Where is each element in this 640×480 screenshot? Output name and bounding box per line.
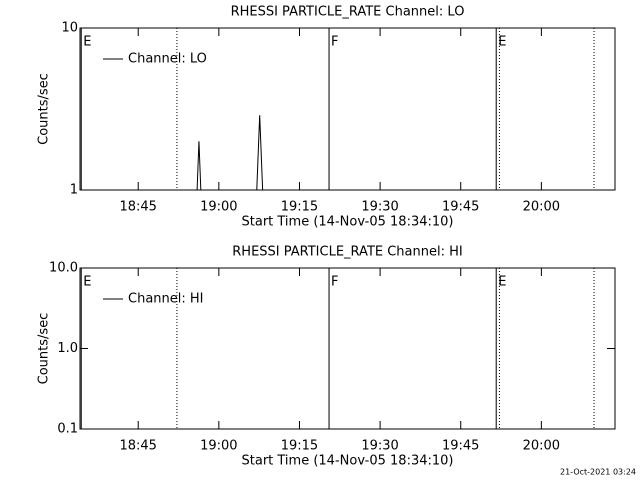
y-tick-label: 10.0 bbox=[49, 261, 78, 276]
event-label: E bbox=[83, 35, 91, 50]
x-tick-label: 18:45 bbox=[119, 439, 156, 454]
chart-title: RHESSI PARTICLE_RATE Channel: HI bbox=[232, 245, 462, 260]
event-label: E bbox=[83, 275, 91, 290]
y-tick-label: 1.0 bbox=[57, 341, 78, 356]
x-tick-label: 19:15 bbox=[281, 200, 318, 215]
x-axis-label: Start Time (14-Nov-05 18:34:10) bbox=[242, 215, 454, 230]
x-tick-label: 19:45 bbox=[442, 439, 479, 454]
x-axis-label: Start Time (14-Nov-05 18:34:10) bbox=[242, 454, 454, 469]
plot-frame bbox=[79, 27, 616, 191]
x-tick-label: 19:30 bbox=[361, 200, 398, 215]
legend-label: Channel: LO bbox=[128, 52, 207, 67]
y-axis-label: Counts/sec bbox=[37, 73, 52, 145]
x-tick-label: 20:00 bbox=[523, 439, 560, 454]
x-tick-label: 19:00 bbox=[200, 200, 237, 215]
event-label: E bbox=[498, 275, 506, 290]
event-label: E bbox=[498, 35, 506, 50]
y-tick-label: 10 bbox=[61, 21, 78, 36]
y-tick-label: 0.1 bbox=[57, 422, 78, 437]
event-label: F bbox=[331, 35, 338, 50]
legend-label: Channel: HI bbox=[128, 292, 204, 307]
x-tick-label: 19:30 bbox=[361, 439, 398, 454]
chart-title: RHESSI PARTICLE_RATE Channel: LO bbox=[231, 5, 465, 20]
x-tick-label: 19:00 bbox=[200, 439, 237, 454]
x-tick-label: 19:45 bbox=[442, 200, 479, 215]
y-tick-label: 1 bbox=[70, 183, 78, 198]
event-label: F bbox=[331, 275, 338, 290]
x-tick-label: 20:00 bbox=[523, 200, 560, 215]
y-axis-label: Counts/sec bbox=[37, 313, 52, 385]
x-tick-label: 19:15 bbox=[281, 439, 318, 454]
data-line bbox=[196, 115, 264, 190]
x-tick-label: 18:45 bbox=[119, 200, 156, 215]
footer: 21-Oct-2021 03:24 bbox=[560, 468, 636, 477]
